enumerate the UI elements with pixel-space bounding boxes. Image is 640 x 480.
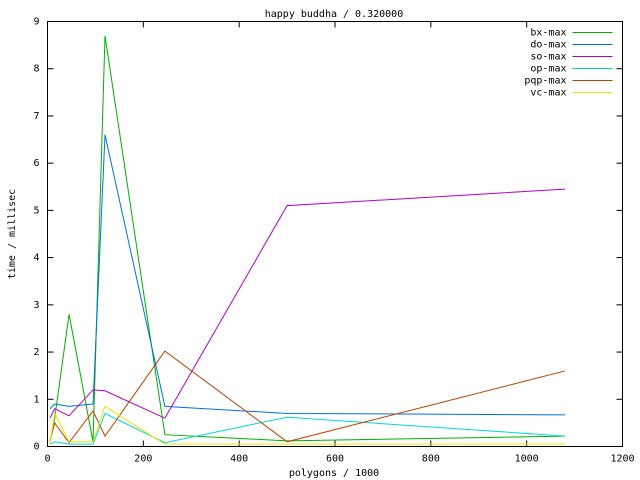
- x-tick-label: 0: [44, 454, 50, 465]
- x-tick-label: 600: [326, 454, 344, 465]
- y-tick-label: 1: [33, 394, 39, 405]
- y-tick-label: 2: [33, 347, 39, 358]
- series-line: [49, 134, 566, 416]
- y-tick-label: 8: [33, 64, 39, 75]
- series-line: [49, 412, 566, 445]
- y-tick-label: 0: [33, 442, 39, 453]
- x-tick-label: 200: [134, 454, 152, 465]
- legend-label: op-max: [530, 64, 566, 75]
- legend-label: vc-max: [530, 88, 566, 99]
- y-tick-label: 3: [33, 300, 39, 311]
- x-tick-label: 800: [422, 454, 440, 465]
- legend-label: bx-max: [530, 28, 566, 39]
- series-line: [49, 188, 566, 419]
- y-tick-label: 7: [33, 111, 39, 122]
- x-axis-label: polygons / 1000: [289, 468, 379, 479]
- y-tick-label: 5: [33, 205, 39, 216]
- x-tick-label: 1000: [515, 454, 539, 465]
- series-line: [49, 35, 566, 442]
- legend-label: do-max: [530, 40, 566, 51]
- series-line: [49, 405, 565, 445]
- legend-label: pqp-max: [524, 76, 566, 87]
- y-tick-label: 6: [33, 158, 39, 169]
- series-line: [49, 350, 566, 444]
- chart-title: happy buddha / 0.320000: [265, 9, 403, 20]
- y-tick-label: 4: [33, 253, 39, 264]
- y-tick-label: 9: [33, 17, 39, 28]
- x-tick-label: 400: [230, 454, 248, 465]
- y-axis-label: time / millisec: [7, 189, 18, 279]
- x-tick-label: 1200: [610, 454, 634, 465]
- legend-label: so-max: [530, 52, 566, 63]
